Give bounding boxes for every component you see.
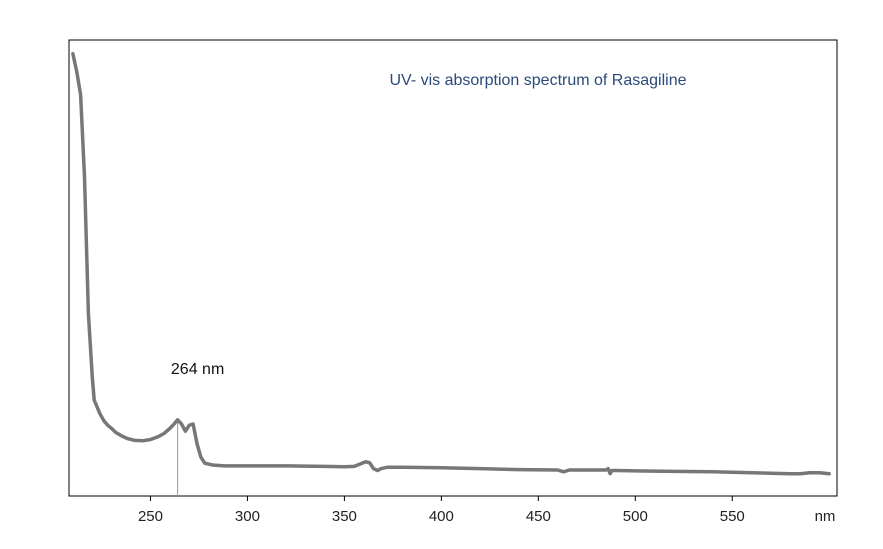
plot-frame (68, 39, 838, 497)
x-tick-label: 450 (526, 508, 551, 525)
x-axis-ticks: 250 300 350 400 450 500 550 (138, 496, 745, 525)
series-line (71, 51, 831, 476)
x-tick-label: 550 (720, 508, 745, 525)
x-tick-label: 300 (235, 508, 260, 525)
x-tick-label: 400 (429, 508, 454, 525)
x-axis-unit-label: nm (815, 508, 836, 525)
chart-title: UV- vis absorption spectrum of Rasagilin… (389, 72, 686, 89)
x-tick-label: 500 (623, 508, 648, 525)
x-tick-label: 250 (138, 508, 163, 525)
x-tick-label: 350 (332, 508, 357, 525)
peak-annotation: 264 nm (171, 361, 224, 378)
